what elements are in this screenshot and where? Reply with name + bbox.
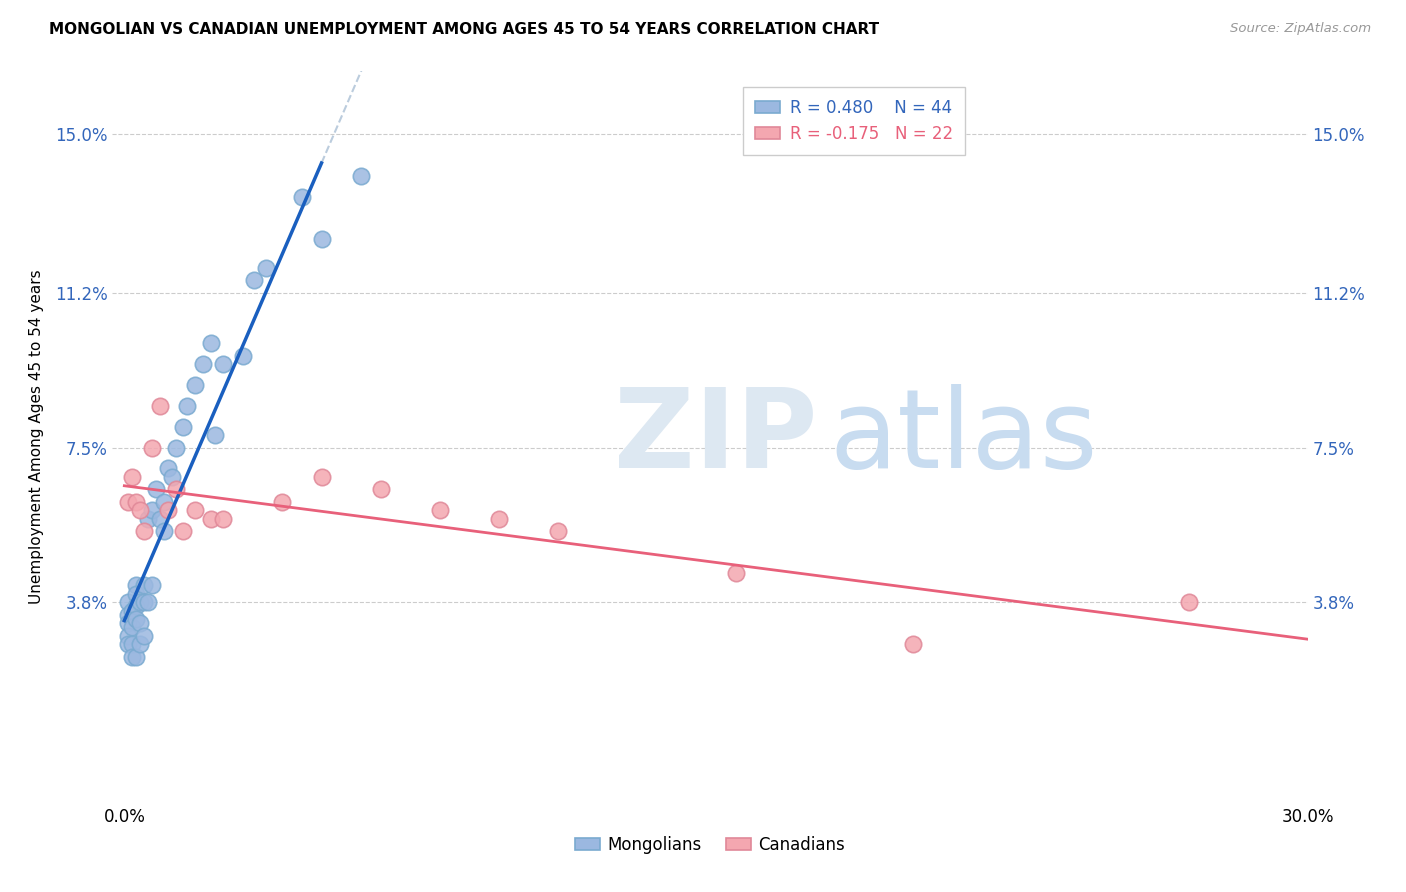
Point xyxy=(156,503,179,517)
Point xyxy=(129,616,152,631)
Point xyxy=(1178,595,1201,609)
Point xyxy=(311,231,333,245)
Point xyxy=(370,483,392,497)
Point xyxy=(149,399,172,413)
Point xyxy=(193,357,215,371)
Point xyxy=(141,578,163,592)
Point xyxy=(291,190,314,204)
Point xyxy=(176,399,198,413)
Point xyxy=(243,273,266,287)
Point xyxy=(117,595,139,609)
Point xyxy=(901,637,924,651)
Point xyxy=(132,595,155,609)
Point xyxy=(129,637,152,651)
Point xyxy=(136,511,159,525)
Point xyxy=(125,495,148,509)
Point xyxy=(212,357,235,371)
Point xyxy=(129,503,152,517)
Point xyxy=(121,637,143,651)
Y-axis label: Unemployment Among Ages 45 to 54 years: Unemployment Among Ages 45 to 54 years xyxy=(28,269,44,605)
Point xyxy=(125,612,148,626)
Point xyxy=(136,595,159,609)
Point xyxy=(724,566,747,580)
Point xyxy=(271,495,294,509)
Point xyxy=(200,336,222,351)
Point xyxy=(311,470,333,484)
Point xyxy=(141,503,163,517)
Text: Source: ZipAtlas.com: Source: ZipAtlas.com xyxy=(1230,22,1371,36)
Point xyxy=(125,599,148,614)
Point xyxy=(429,503,451,517)
Point xyxy=(184,377,207,392)
Point xyxy=(121,620,143,634)
Point xyxy=(132,524,155,538)
Point xyxy=(149,511,172,525)
Point xyxy=(204,428,226,442)
Point xyxy=(165,483,187,497)
Point xyxy=(141,441,163,455)
Point xyxy=(152,495,174,509)
Point xyxy=(117,637,139,651)
Point xyxy=(125,578,148,592)
Text: ZIP: ZIP xyxy=(614,384,818,491)
Point xyxy=(184,503,207,517)
Point xyxy=(125,587,148,601)
Point xyxy=(160,470,183,484)
Point xyxy=(132,629,155,643)
Point xyxy=(488,511,510,525)
Point xyxy=(212,511,235,525)
Point xyxy=(129,595,152,609)
Point xyxy=(145,483,167,497)
Point xyxy=(117,616,139,631)
Text: atlas: atlas xyxy=(830,384,1098,491)
Point xyxy=(117,629,139,643)
Point xyxy=(547,524,569,538)
Point xyxy=(165,441,187,455)
Point xyxy=(156,461,179,475)
Point xyxy=(121,649,143,664)
Point xyxy=(200,511,222,525)
Point xyxy=(121,470,143,484)
Point xyxy=(132,578,155,592)
Point xyxy=(125,649,148,664)
Point xyxy=(254,260,277,275)
Point xyxy=(121,603,143,617)
Point xyxy=(152,524,174,538)
Legend: Mongolians, Canadians: Mongolians, Canadians xyxy=(568,829,852,860)
Point xyxy=(117,607,139,622)
Point xyxy=(117,495,139,509)
Point xyxy=(172,524,194,538)
Text: MONGOLIAN VS CANADIAN UNEMPLOYMENT AMONG AGES 45 TO 54 YEARS CORRELATION CHART: MONGOLIAN VS CANADIAN UNEMPLOYMENT AMONG… xyxy=(49,22,879,37)
Point xyxy=(232,349,254,363)
Point xyxy=(172,419,194,434)
Point xyxy=(350,169,373,183)
